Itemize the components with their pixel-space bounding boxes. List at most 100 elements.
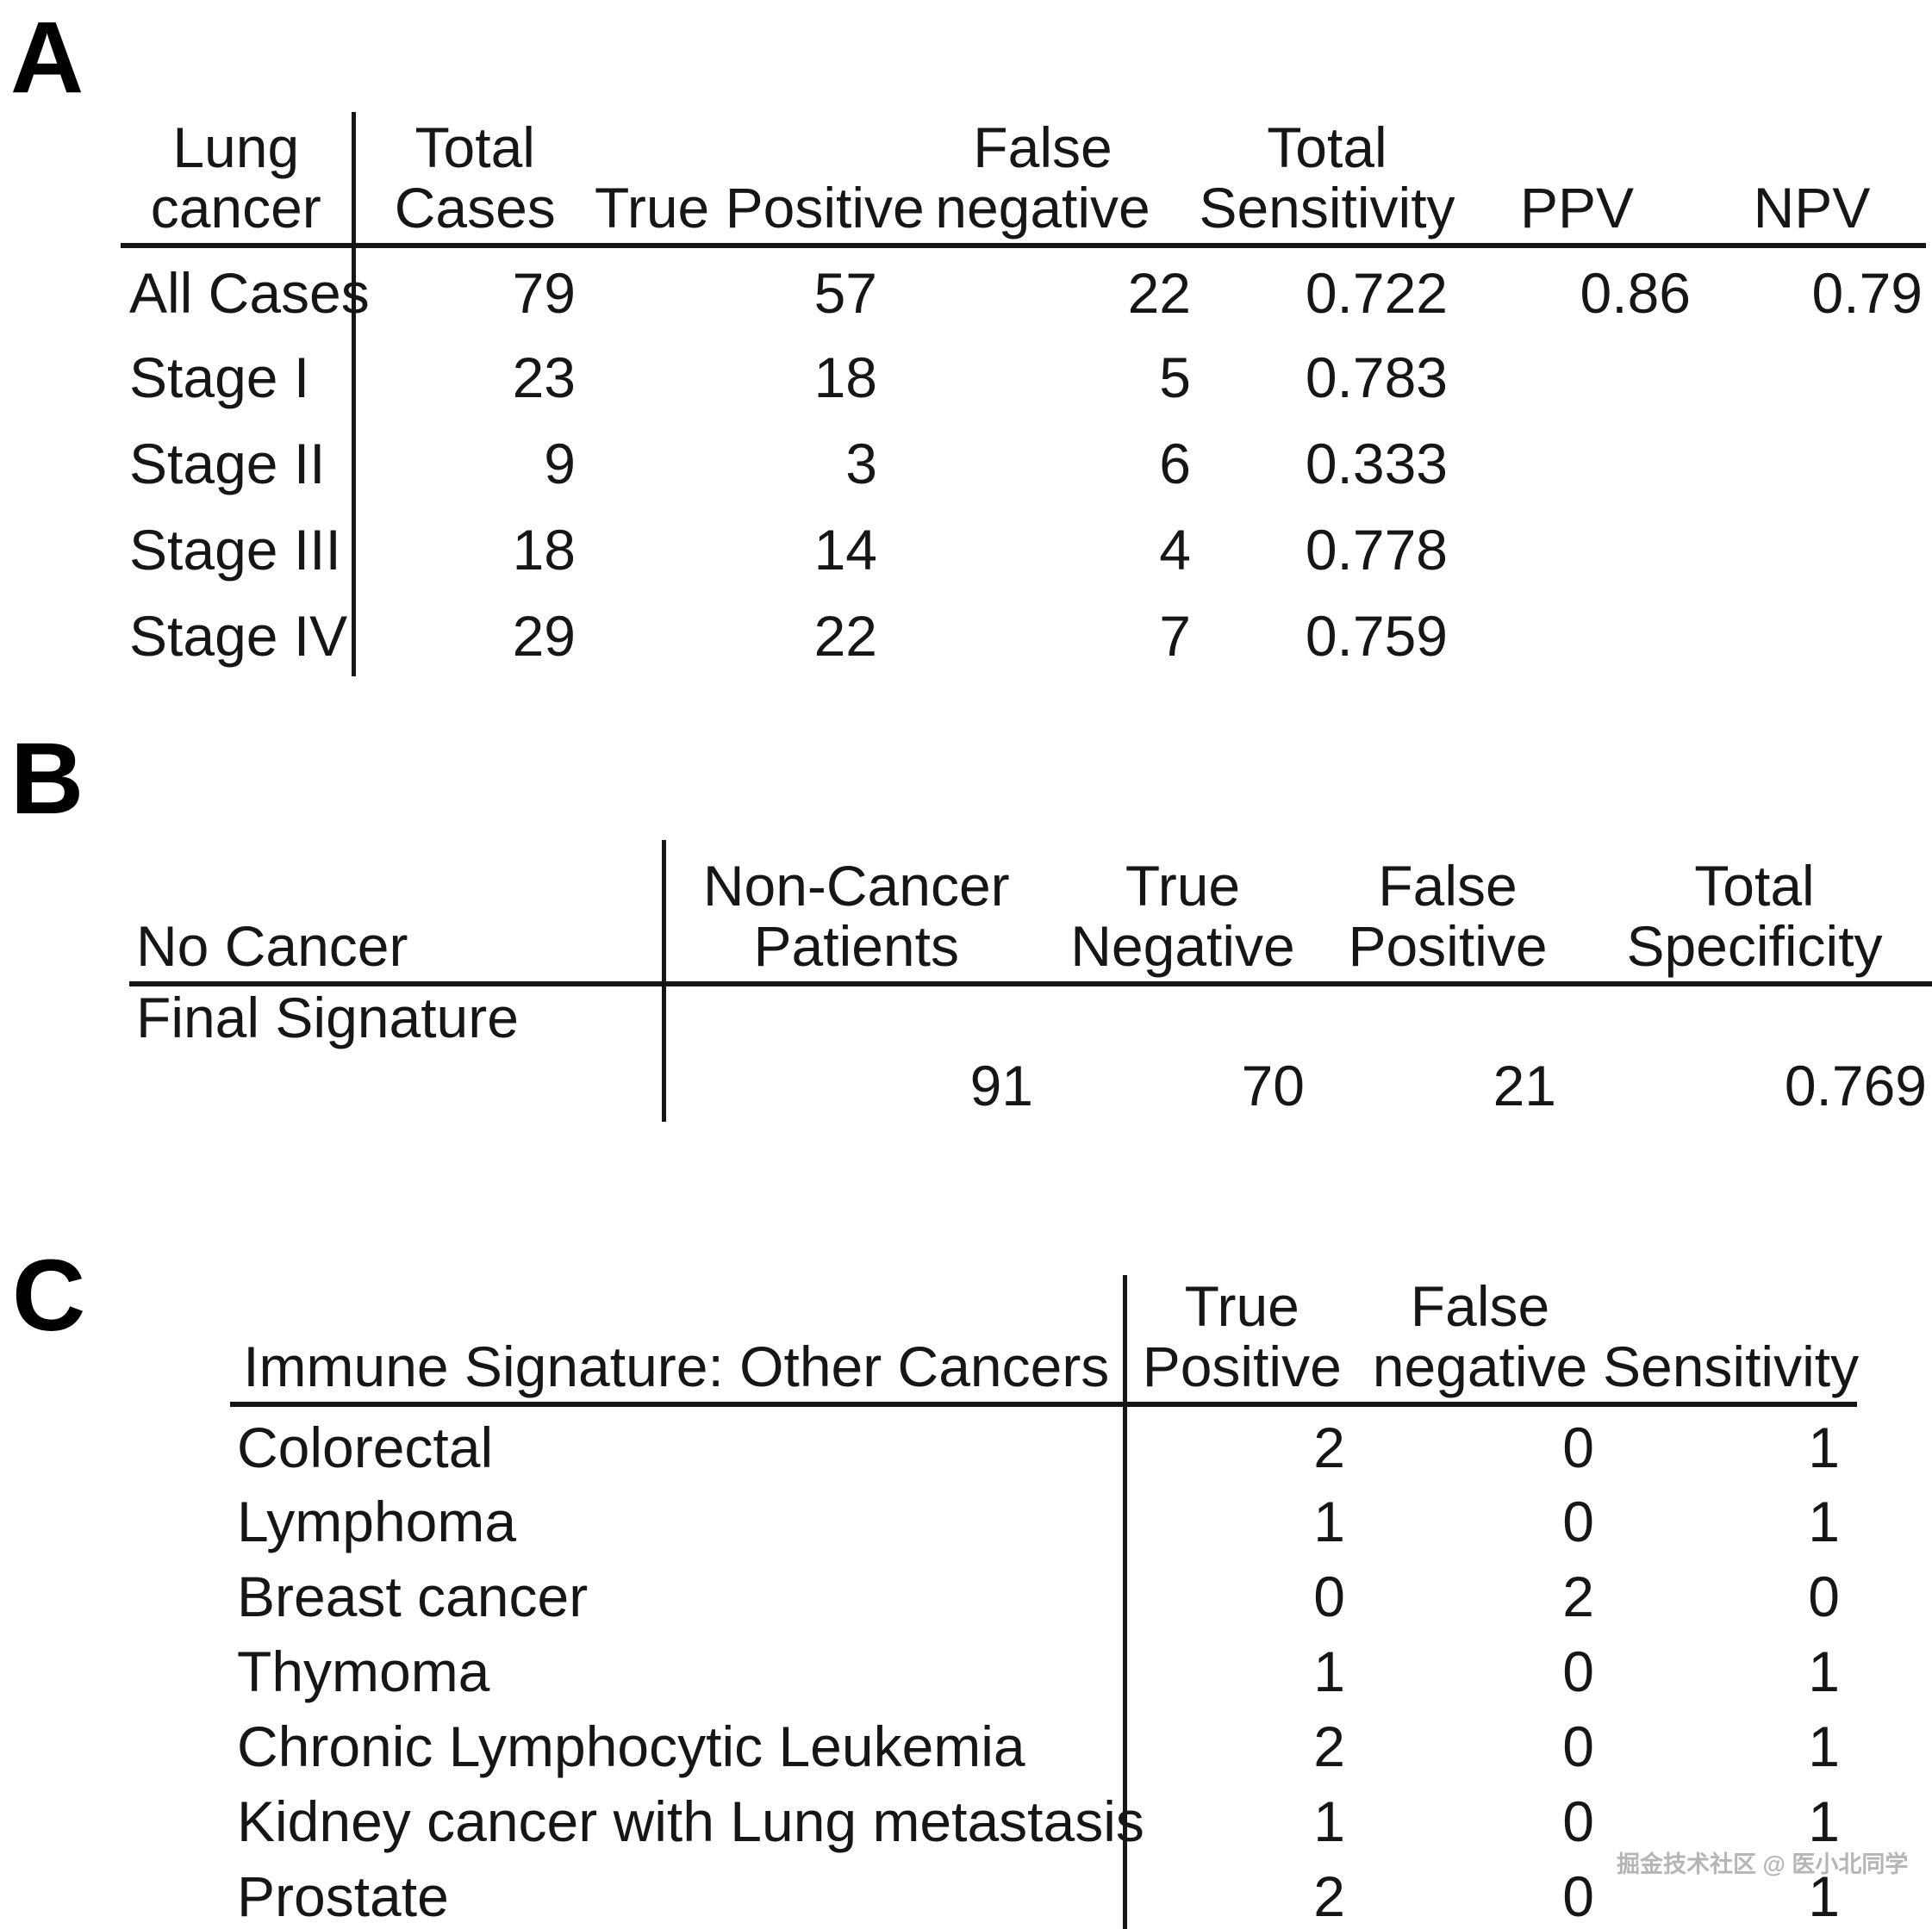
col-header-false-positive: False Positive	[1318, 840, 1577, 986]
col-header-false-negative: False negative	[1357, 1274, 1603, 1407]
header-line: Sensitivity	[1603, 1335, 1860, 1398]
cell-cancer-type: Colorectal	[230, 1404, 1127, 1479]
row-final-signature-values: 91 70 21 0.769	[129, 1049, 1932, 1122]
cell-sensitivity: 1	[1808, 1639, 1840, 1703]
panel-c-label: C	[12, 1239, 85, 1353]
header-line: True	[1125, 854, 1241, 918]
row-all-cases: All Cases 79 57 22 0.722 0.86 0.79	[121, 246, 1926, 332]
header-line: negative	[1372, 1335, 1588, 1398]
panel-a-label: A	[10, 1, 84, 115]
row-stage-iii: Stage III 18 14 4 0.778	[121, 504, 1926, 590]
header-line: Positive	[1348, 914, 1548, 978]
header-line: PPV	[1519, 176, 1635, 240]
cell-sensitivity: 0.778	[1305, 518, 1448, 582]
cell-true-positive: 1	[1313, 1639, 1345, 1703]
cell-sensitivity: 0.759	[1305, 604, 1448, 668]
cell-empty	[1577, 984, 1932, 1049]
cell-true-positive: 57	[813, 260, 877, 325]
cell-true-positive: 0	[1313, 1564, 1345, 1628]
cell-stage-label: All Cases	[121, 246, 370, 332]
header-line: Specificity	[1626, 914, 1883, 978]
cell-cancer-type: Breast cancer	[230, 1554, 1127, 1629]
col-header-total-specificity: Total Specificity	[1577, 840, 1932, 986]
col-header-non-cancer-patients: Non-Cancer Patients	[664, 840, 1047, 986]
cell-total-cases: 23	[512, 345, 576, 409]
other-cancers-sensitivity-table: Immune Signature: Other Cancers True Pos…	[230, 1274, 1860, 1929]
cell-false-negative: 0	[1562, 1489, 1594, 1553]
cell-cancer-type: Prostate	[230, 1854, 1127, 1929]
row-stage-ii: Stage II 9 3 6 0.333	[121, 418, 1926, 504]
cell-true-positive: 22	[813, 604, 877, 668]
cell-sensitivity: 1	[1808, 1789, 1840, 1853]
cell-sensitivity: 0.333	[1305, 432, 1448, 495]
header-line: False	[1378, 854, 1518, 918]
cell-stage-label: Stage II	[121, 418, 356, 504]
col-header-npv: NPV	[1698, 112, 1926, 248]
cell-specificity: 0.769	[1784, 1053, 1927, 1117]
cell-sensitivity: 1	[1808, 1714, 1840, 1778]
cell-empty	[664, 984, 1047, 1049]
header-line: Patients	[753, 914, 959, 978]
col-header-sensitivity: Sensitivity	[1603, 1275, 1860, 1407]
cell-false-negative: 5	[1159, 345, 1191, 409]
header-line: Total	[1267, 115, 1387, 179]
header-line: Negative	[1070, 914, 1295, 978]
col-header-true-positive: True Positive	[595, 112, 925, 248]
cell-total-cases: 29	[512, 604, 576, 668]
header-line: NPV	[1753, 176, 1871, 240]
col-header-ppv: PPV	[1456, 112, 1698, 248]
cell-false-negative: 0	[1562, 1789, 1594, 1853]
header-line: False	[1410, 1274, 1550, 1338]
cell-true-positive: 3	[845, 432, 877, 495]
cell-sensitivity: 0	[1808, 1564, 1840, 1628]
cell-true-positive: 1	[1313, 1489, 1345, 1553]
cell-stage-label: Stage I	[121, 332, 356, 418]
cell-cancer-type: Thymoma	[230, 1629, 1127, 1704]
site-watermark: 掘金技术社区 @ 医小北同学	[1617, 1851, 1909, 1877]
row-thymoma: Thymoma 1 0 1	[230, 1629, 1857, 1704]
cell-stage-label: Stage III	[121, 504, 356, 590]
row-stage-iv: Stage IV 29 22 7 0.759	[121, 590, 1926, 676]
header-line: Total	[1694, 854, 1815, 918]
row-breast-cancer: Breast cancer 0 2 0	[230, 1554, 1857, 1629]
row-prostate: Prostate 2 0 1	[230, 1854, 1857, 1929]
cell-false-negative: 6	[1159, 432, 1191, 495]
cell-cancer-type: Lymphoma	[230, 1479, 1127, 1554]
cell-ppv	[1456, 590, 1698, 676]
cell-ppv	[1456, 332, 1698, 418]
col-header-total-cases: Total Cases	[353, 112, 595, 248]
cell-ppv	[1456, 418, 1698, 504]
header-line: Immune Signature: Other Cancers	[243, 1335, 1110, 1398]
cell-npv	[1698, 590, 1926, 676]
cell-false-negative: 4	[1159, 518, 1191, 582]
cell-true-positive: 2	[1313, 1714, 1345, 1778]
header-line: False	[973, 115, 1112, 179]
cell-false-positive: 21	[1493, 1053, 1556, 1117]
cell-empty	[129, 1049, 666, 1122]
header-line: negative	[935, 176, 1150, 240]
cell-empty	[1318, 984, 1577, 1049]
no-cancer-specificity-table: No Cancer Non-Cancer Patients True Negat…	[129, 840, 1932, 1122]
cell-empty	[1047, 984, 1318, 1049]
cell-npv	[1698, 418, 1926, 504]
row-stage-i: Stage I 23 18 5 0.783	[121, 332, 1926, 418]
cell-true-positive: 2	[1313, 1416, 1345, 1479]
row-chronic-lymphocytic-leukemia: Chronic Lymphocytic Leukemia 2 0 1	[230, 1704, 1857, 1779]
header-line: cancer	[150, 176, 321, 240]
cell-sensitivity: 0.722	[1305, 260, 1448, 325]
col-header-lung-cancer: Lung cancer	[121, 112, 356, 248]
cell-total-cases: 79	[512, 260, 576, 325]
header-line: No Cancer	[136, 914, 408, 978]
cell-npv	[1698, 504, 1926, 590]
cell-sensitivity: 0.783	[1305, 345, 1448, 409]
header-line: Positive	[1142, 1335, 1342, 1398]
cell-true-negative: 70	[1241, 1053, 1305, 1117]
header-line: Cases	[394, 176, 556, 240]
cell-false-negative: 22	[1127, 260, 1191, 325]
table-c-header-row: Immune Signature: Other Cancers True Pos…	[230, 1274, 1860, 1407]
cell-false-negative: 2	[1562, 1564, 1594, 1628]
cell-true-positive: 1	[1313, 1789, 1345, 1853]
header-line: Lung	[172, 115, 300, 179]
panel-b-label: B	[10, 722, 84, 836]
col-header-no-cancer: No Cancer	[129, 840, 666, 986]
